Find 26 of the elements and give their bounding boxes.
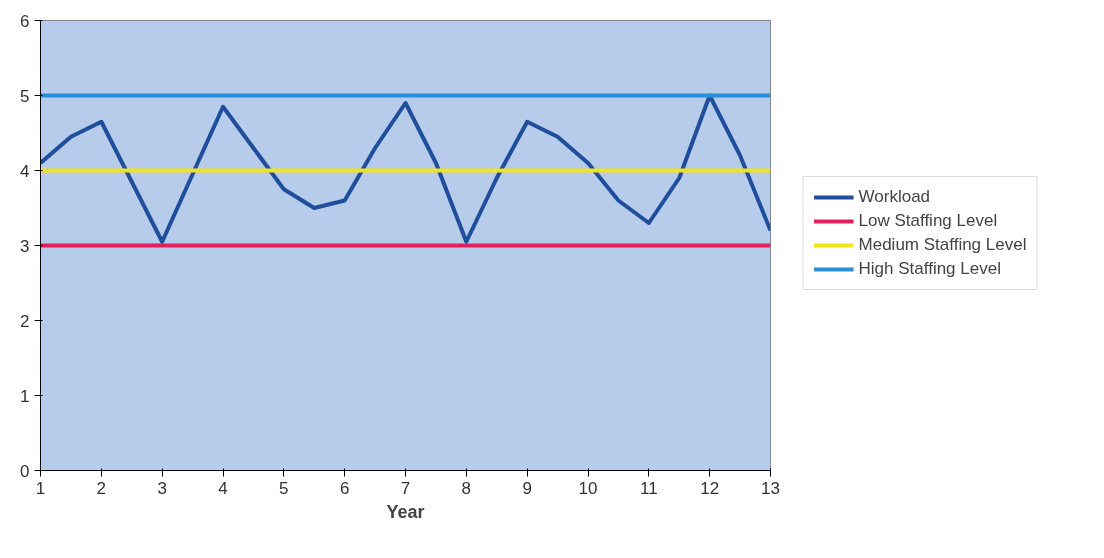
x-tick-label: 1 <box>35 478 46 498</box>
y-tick-label: 3 <box>20 236 30 256</box>
y-tick-label: 5 <box>20 86 30 106</box>
y-tick-label: 4 <box>20 161 30 181</box>
legend-label: Workload <box>858 187 931 207</box>
legend-label: Medium Staffing Level <box>858 235 1027 255</box>
x-tick-label: 6 <box>339 478 350 498</box>
y-tick-label: 0 <box>20 461 30 481</box>
x-tick-label: 5 <box>279 478 289 498</box>
x-tick-label: 7 <box>400 478 411 498</box>
x-tick-label: 9 <box>522 478 532 498</box>
x-tick-label: 11 <box>640 478 658 498</box>
legend-label: High Staffing Level <box>858 259 1001 279</box>
x-tick-label: 12 <box>700 478 720 498</box>
x-tick-label: 13 <box>761 478 780 498</box>
x-tick-label: 8 <box>461 478 472 498</box>
line-series <box>40 93 771 244</box>
y-tick-label: 6 <box>20 11 30 31</box>
y-tick-label: 1 <box>20 386 30 406</box>
x-tick-label: 4 <box>218 478 228 498</box>
x-tick-label: 10 <box>578 478 598 498</box>
x-axis-title: Year <box>386 501 425 522</box>
x-tick-label: 3 <box>157 478 167 498</box>
x-tick-label: 2 <box>96 478 107 498</box>
y-tick-label: 2 <box>20 311 30 331</box>
legend-label: Low Staffing Level <box>858 211 998 231</box>
